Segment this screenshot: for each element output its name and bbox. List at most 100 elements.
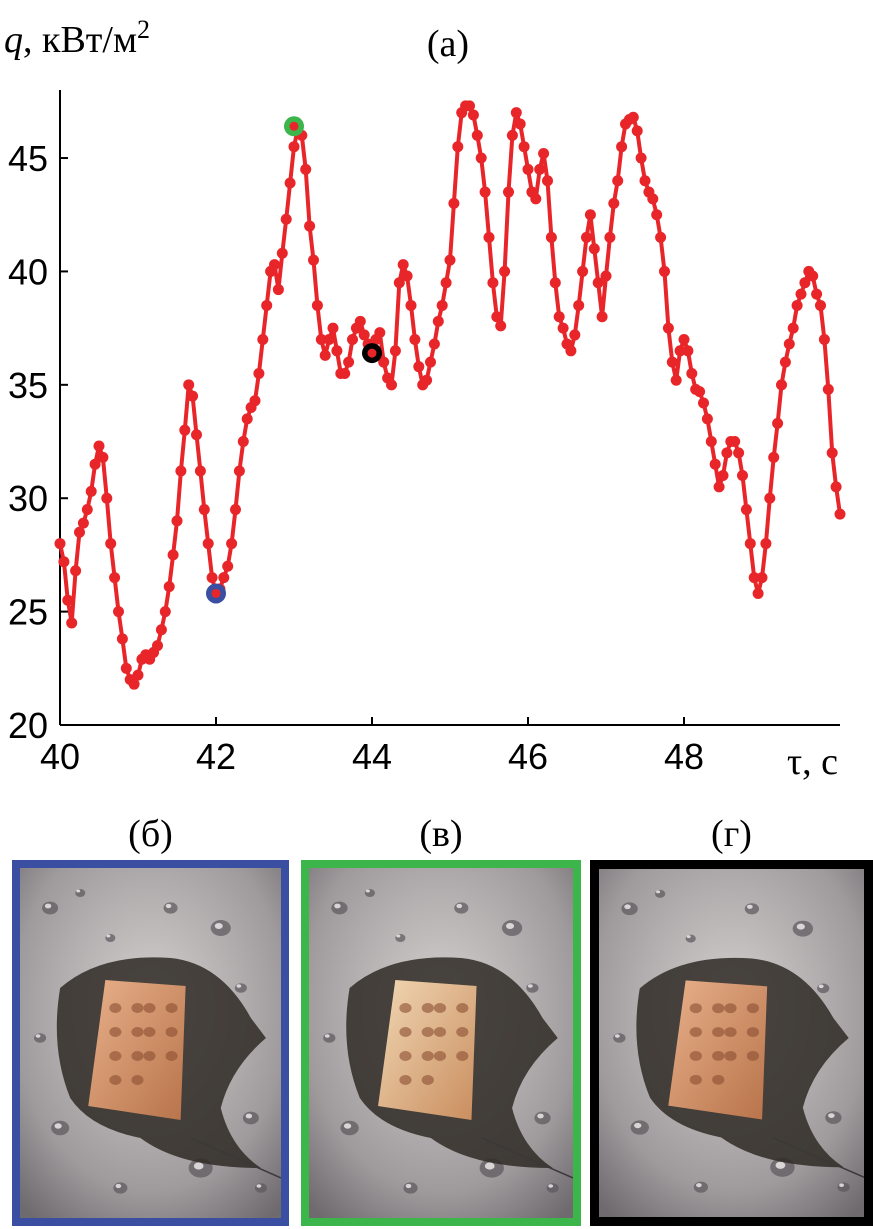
data-point: [553, 311, 565, 323]
data-point: [522, 163, 534, 175]
data-point: [393, 277, 405, 289]
data-point: [674, 345, 686, 357]
data-point: [779, 356, 791, 368]
data-point: [230, 504, 241, 516]
chart-ticks: 20 25 30 35 40 45 40 42 44 46 48: [8, 138, 704, 777]
data-point: [631, 125, 643, 137]
data-point: [315, 333, 327, 345]
data-point: [651, 209, 663, 221]
data-point: [740, 504, 752, 516]
data-point: [120, 662, 132, 674]
data-point: [171, 515, 183, 527]
data-point: [257, 333, 269, 345]
x-tick-label: 46: [508, 736, 548, 777]
data-point: [132, 669, 144, 681]
x-tick-label: 48: [664, 736, 704, 777]
data-point: [288, 141, 300, 153]
data-point: [592, 277, 604, 289]
data-point: [300, 163, 312, 175]
photo-frame: [590, 860, 873, 1226]
data-point: [70, 565, 82, 577]
data-point: [425, 356, 436, 368]
data-point: [81, 504, 93, 516]
data-point: [304, 220, 316, 232]
data-point: [261, 299, 273, 311]
data-point: [241, 413, 253, 425]
data-point: [826, 447, 838, 459]
data-point: [721, 447, 733, 459]
x-tick-label: 42: [196, 736, 236, 777]
data-point: [518, 141, 530, 153]
data-point: [93, 440, 105, 452]
photo-frame: [12, 860, 289, 1226]
data-point: [686, 367, 698, 379]
data-point: [159, 606, 171, 618]
data-point: [612, 175, 624, 187]
data-point: [510, 107, 522, 119]
data-point: [756, 572, 768, 584]
data-point: [323, 333, 335, 345]
data-point: [183, 379, 195, 391]
data-point: [815, 299, 826, 311]
y-axis-label-sup: 2: [137, 15, 150, 44]
data-point: [128, 678, 140, 690]
data-point: [616, 141, 628, 153]
data-point: [717, 470, 729, 482]
data-point: [682, 345, 694, 357]
data-point: [109, 572, 121, 584]
data-point: [830, 481, 842, 493]
data-point: [666, 356, 678, 368]
y-tick-label: 20: [8, 705, 48, 746]
data-point: [276, 247, 288, 259]
data-point: [483, 231, 495, 243]
data-point: [105, 538, 117, 550]
data-point: [596, 311, 608, 323]
data-point: [194, 465, 206, 477]
data-point: [491, 311, 503, 323]
data-point: [807, 270, 819, 282]
data-point: [436, 299, 448, 311]
data-point: [405, 299, 417, 311]
data-point: [85, 485, 97, 497]
data-point: [421, 374, 433, 386]
data-point: [58, 556, 70, 568]
data-point: [701, 413, 713, 425]
data-point: [97, 451, 109, 463]
chart-axes: [59, 90, 840, 726]
data-point: [545, 231, 557, 243]
data-point: [709, 458, 721, 470]
data-point: [202, 538, 214, 550]
photo-label: (в): [419, 813, 463, 855]
highlight-center: [289, 121, 299, 131]
data-point: [343, 356, 355, 368]
y-tick-label: 30: [8, 478, 48, 519]
data-point: [401, 270, 413, 282]
data-point: [253, 367, 265, 379]
data-point: [89, 458, 101, 470]
data-point: [432, 315, 444, 327]
data-point: [448, 197, 460, 209]
data-point: [155, 624, 167, 636]
heat-flux-chart: 20 25 30 35 40 45 40 42 44 46 48 (a) q, кВт/м2 τ, …: [4, 15, 846, 783]
data-point: [269, 259, 280, 271]
data-point: [347, 333, 358, 345]
data-point: [705, 436, 717, 448]
data-point: [635, 152, 647, 164]
data-point: [764, 492, 776, 504]
data-point: [752, 587, 764, 599]
data-point: [662, 322, 674, 334]
data-point: [818, 333, 830, 345]
data-point: [581, 231, 592, 243]
data-point: [479, 186, 491, 198]
data-point: [191, 429, 202, 441]
data-point: [811, 288, 823, 300]
photo-frame: [301, 860, 581, 1226]
data-point: [534, 163, 546, 175]
data-point: [467, 109, 479, 121]
data-point: [729, 436, 741, 448]
photo-label: (г): [711, 813, 752, 855]
data-point: [374, 327, 386, 339]
data-point: [694, 386, 706, 398]
data-point: [678, 333, 690, 345]
data-point: [389, 345, 401, 357]
